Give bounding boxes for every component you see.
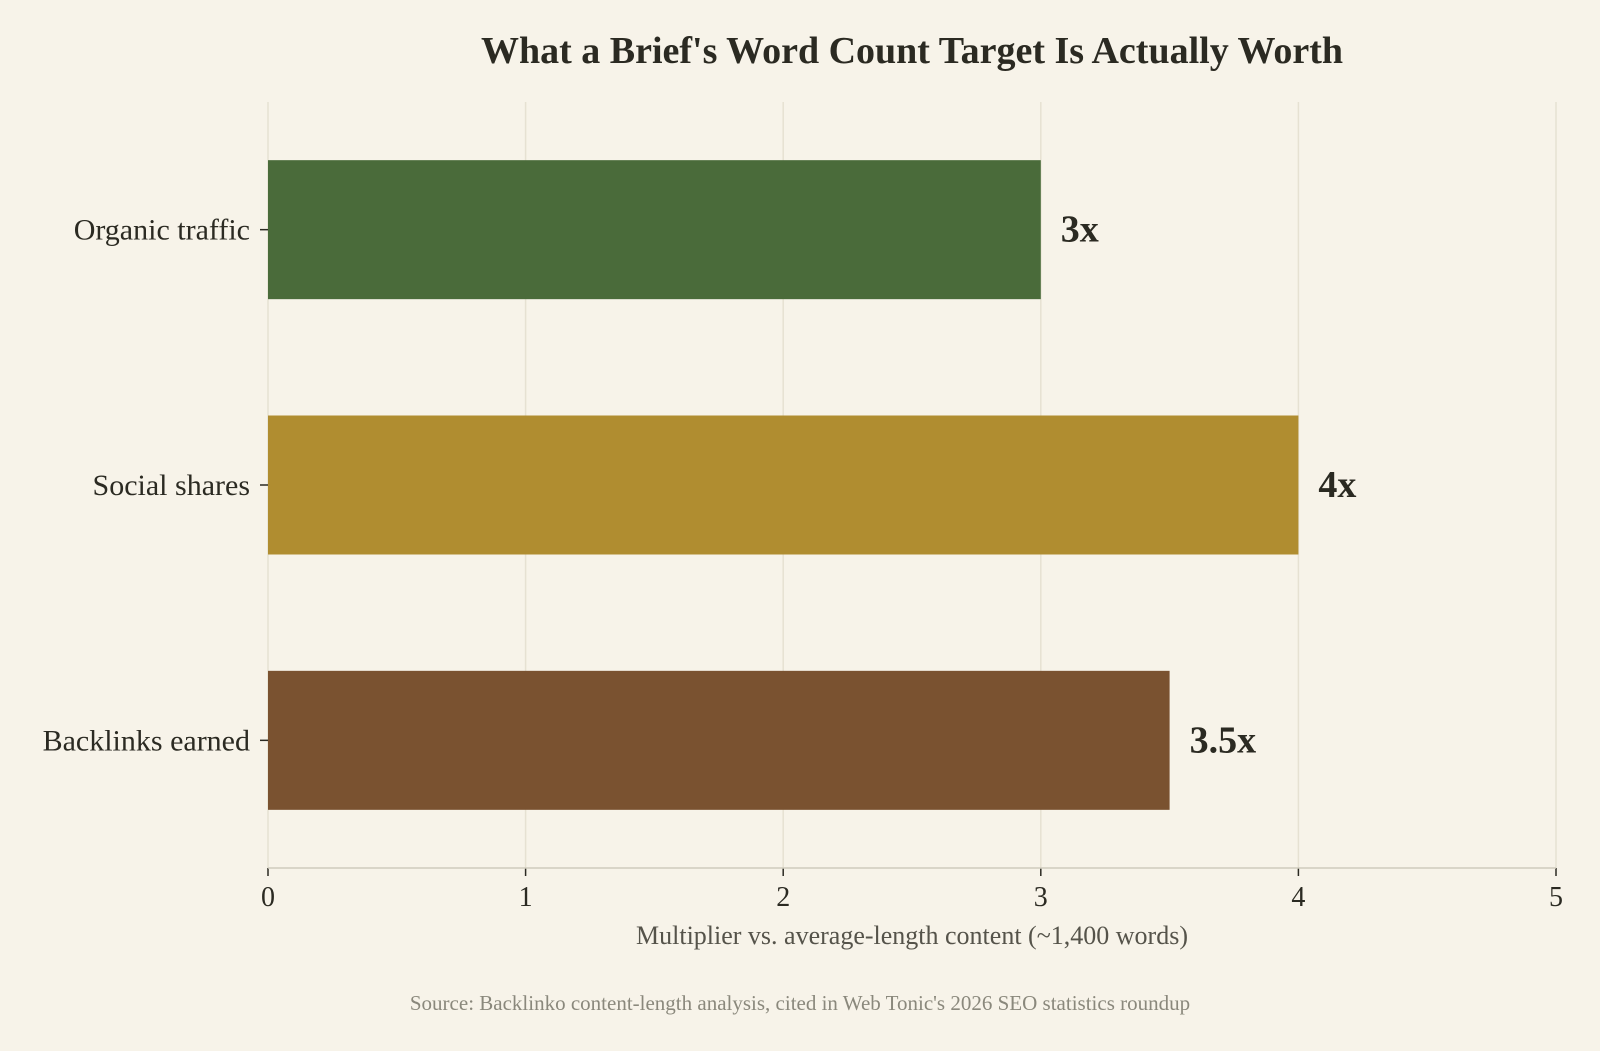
x-tick-label-0: 0: [261, 882, 275, 913]
value-label-1: 3x: [1061, 209, 1099, 251]
bar-3: [268, 670, 1170, 810]
axes: 0 1 2 3 4 5 Organic traffic Social shares Backli…: [43, 214, 1563, 913]
category-label-2: Social shares: [93, 469, 250, 502]
value-label-2: 4x: [1318, 464, 1356, 506]
category-label-1: Organic traffic: [74, 214, 250, 247]
value-label-3: 3.5x: [1190, 719, 1257, 761]
bar-1: [268, 160, 1041, 300]
category-label-3: Backlinks earned: [43, 724, 250, 757]
bars: 3x 4x 3.5x: [268, 160, 1356, 810]
chart-title: What a Brief's Word Count Target Is Actu…: [481, 30, 1343, 72]
bar-2: [268, 415, 1299, 555]
x-tick-label-4: 4: [1291, 882, 1305, 913]
x-tick-label-1: 1: [519, 882, 533, 913]
x-axis-label: Multiplier vs. average-length content (~…: [636, 921, 1188, 950]
x-tick-label-3: 3: [1034, 882, 1048, 913]
source-note: Source: Backlinko content-length analysi…: [410, 991, 1190, 1015]
x-tick-label-2: 2: [776, 882, 790, 913]
x-tick-label-5: 5: [1549, 882, 1563, 913]
